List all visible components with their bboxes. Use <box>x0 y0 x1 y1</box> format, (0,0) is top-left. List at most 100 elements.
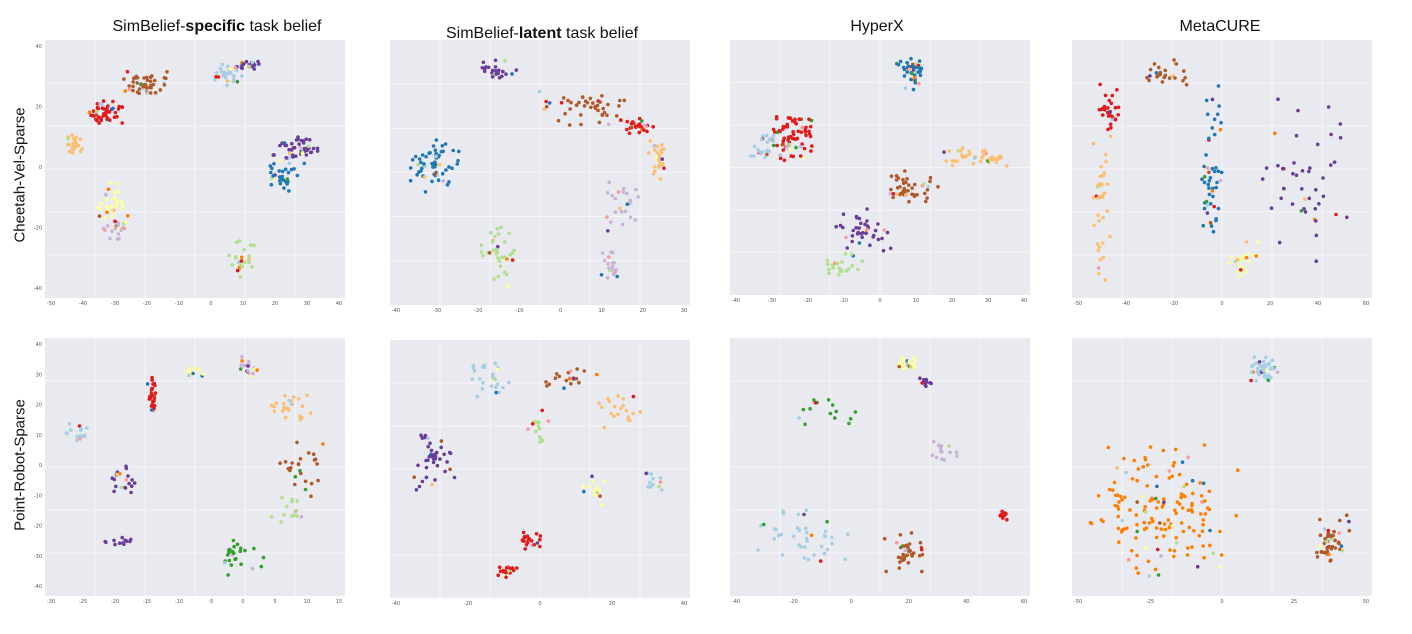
scatter-point <box>771 127 776 132</box>
scatter-point <box>240 74 244 78</box>
x-tick-label: -30 <box>111 301 119 307</box>
scatter-point <box>1257 360 1262 364</box>
scatter-point <box>1257 372 1261 377</box>
scatter-point <box>947 444 951 448</box>
scatter-point <box>1190 478 1195 483</box>
scatter-point <box>431 457 436 461</box>
scatter-point <box>300 404 305 408</box>
scatter-point <box>1113 117 1118 122</box>
scatter-point <box>1120 518 1124 523</box>
scatter-point <box>87 110 92 115</box>
scatter-point <box>625 202 630 206</box>
scatter-point <box>297 142 301 146</box>
scatter-point <box>802 556 807 560</box>
scatter-point <box>1216 206 1221 211</box>
scatter-point <box>1326 105 1331 109</box>
scatter-point <box>251 371 255 376</box>
scatter-point <box>479 250 484 254</box>
scatter-point <box>790 136 795 140</box>
scatter-point <box>491 248 495 253</box>
scatter-point <box>126 474 130 478</box>
scatter-point <box>278 143 282 148</box>
scatter-point <box>990 155 994 159</box>
scatter-point <box>113 226 118 231</box>
scatter-point <box>433 478 437 482</box>
scatter-point <box>912 363 916 367</box>
x-tick-label: 40 <box>681 601 687 607</box>
scatter-point <box>495 250 500 254</box>
scatter-point <box>1318 517 1322 522</box>
scatter-point <box>580 95 585 99</box>
x-tick-label: 40 <box>1021 298 1027 304</box>
scatter-point <box>122 542 126 546</box>
scatter-point <box>1216 84 1221 88</box>
scatter-point <box>290 514 294 518</box>
scatter-point <box>857 241 862 245</box>
scatter-point <box>428 151 432 155</box>
scatter-point <box>311 452 316 456</box>
scatter-point <box>958 149 963 153</box>
scatter-point <box>228 547 232 552</box>
scatter-point <box>497 565 502 569</box>
scatter-point <box>637 130 642 135</box>
scatter-point <box>931 439 936 444</box>
scatter-point <box>1345 215 1349 220</box>
y-tick-label: -40 <box>34 286 42 292</box>
scatter-point <box>1167 476 1172 480</box>
scatter-point <box>908 549 912 553</box>
scatter-panel-2: -40 -30 -20 -10 0 10 20 30 <box>390 40 690 314</box>
scatter-point <box>1162 522 1167 526</box>
scatter-point <box>1119 530 1124 534</box>
scatter-point <box>284 156 288 160</box>
y-tick-label: -40 <box>34 584 42 590</box>
scatter-point <box>906 183 911 187</box>
scatter-point <box>101 114 105 118</box>
scatter-point <box>577 380 581 385</box>
scatter-point <box>1150 516 1154 521</box>
scatter-point <box>591 101 595 105</box>
scatter-point <box>1198 481 1202 485</box>
scatter-point <box>899 191 903 196</box>
scatter-point <box>117 541 122 545</box>
scatter-point <box>925 187 930 192</box>
scatter-point <box>107 110 112 114</box>
scatter-point <box>1173 508 1177 513</box>
scatter-point <box>1208 528 1212 533</box>
scatter-point <box>1207 186 1211 190</box>
scatter-point <box>800 125 804 130</box>
scatter-point <box>1190 545 1194 549</box>
scatter-point <box>222 70 227 75</box>
scatter-point <box>1204 199 1209 204</box>
scatter-point <box>765 152 769 157</box>
scatter-point <box>294 154 298 158</box>
scatter-point <box>1249 370 1254 375</box>
x-tick-label: 20 <box>272 301 278 307</box>
scatter-point <box>126 214 130 218</box>
scatter-point <box>839 269 844 274</box>
scatter-point <box>994 160 999 164</box>
scatter-point <box>843 252 848 256</box>
scatter-point <box>437 163 442 167</box>
scatter-point <box>1204 98 1209 103</box>
scatter-point <box>104 110 108 115</box>
scatter-point <box>606 102 610 107</box>
scatter-point <box>612 414 616 419</box>
scatter-point <box>1181 529 1186 534</box>
scatter-point <box>106 187 111 192</box>
scatter-point <box>597 120 602 125</box>
scatter-point <box>127 87 132 92</box>
scatter-point <box>908 365 913 369</box>
scatter-point <box>786 116 791 120</box>
scatter-point <box>624 408 629 413</box>
scatter-point <box>227 253 231 258</box>
scatter-point <box>1091 141 1096 146</box>
scatter-point <box>294 513 298 518</box>
scatter-point <box>298 417 302 422</box>
scatter-point <box>771 139 776 143</box>
scatter-point <box>833 261 837 265</box>
scatter-point <box>1209 224 1214 228</box>
scatter-point <box>1201 522 1205 527</box>
scatter-point <box>121 202 125 206</box>
scatter-point <box>491 240 495 244</box>
scatter-point <box>298 468 302 473</box>
